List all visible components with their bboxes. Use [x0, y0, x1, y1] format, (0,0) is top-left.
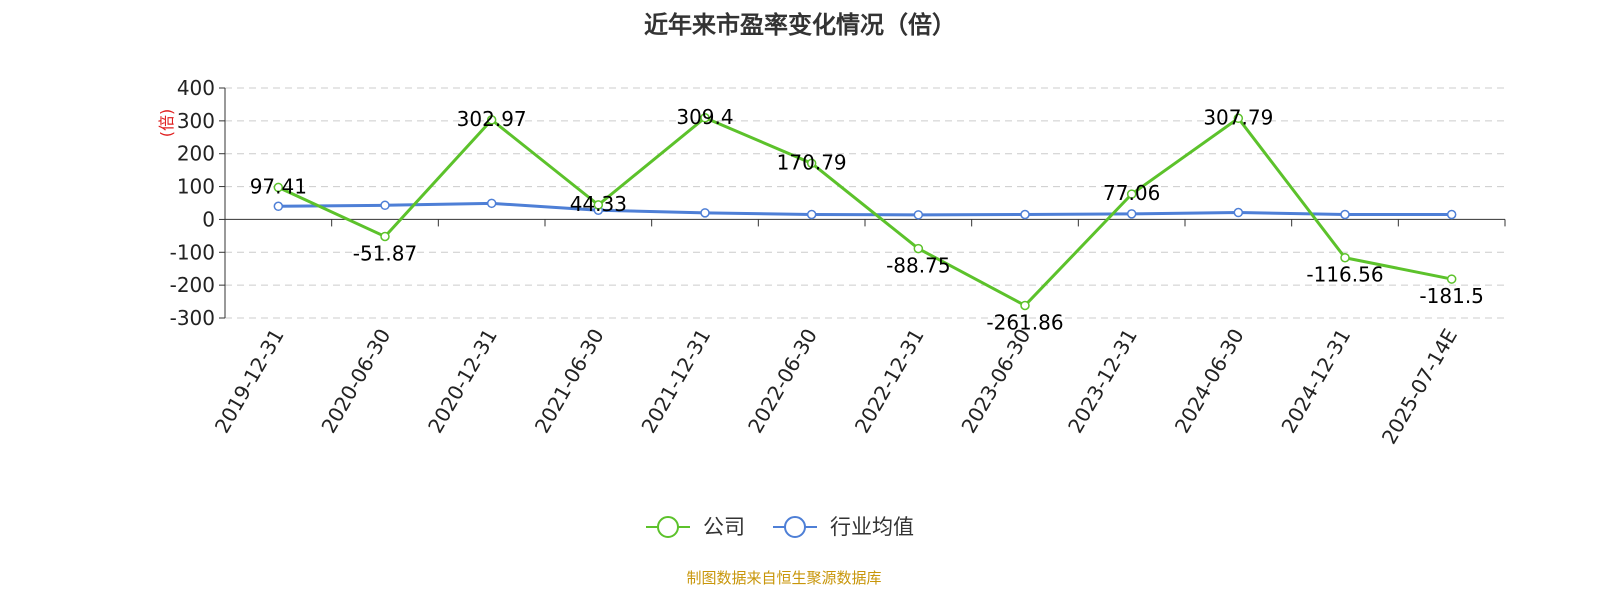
series-lines	[273, 113, 1457, 311]
data-point-industry-average[interactable]	[913, 210, 924, 220]
data-point-company[interactable]	[1340, 252, 1350, 263]
x-tick-label: 2023-06-30	[956, 325, 1035, 438]
x-tick-label: 2019-12-31	[210, 325, 289, 438]
data-point-company[interactable]	[486, 115, 497, 125]
y-tick-labels: 400 300 200 100 0 -100 -200 -300	[170, 76, 215, 330]
x-tick-label: 2020-12-31	[423, 324, 502, 437]
legend-item-industry-average[interactable]: 行业均值	[773, 515, 914, 539]
x-tick-label: 2022-06-30	[743, 325, 822, 438]
legend-label-industry-average: 行业均值	[830, 515, 914, 539]
x-tick-labels: 2019-12-31 2020-06-30 2020-12-31 2021-06-30…	[210, 324, 1462, 448]
y-tick-label: 300	[177, 109, 215, 133]
data-point-company[interactable]	[806, 158, 817, 169]
data-point-company[interactable]	[1233, 113, 1244, 124]
data-point-industry-average[interactable]	[1126, 209, 1137, 219]
data-point-industry-average[interactable]	[486, 198, 497, 209]
data-label-company: -116.56	[1306, 263, 1383, 287]
axes	[219, 87, 1506, 319]
data-point-company[interactable]	[273, 182, 284, 193]
legend: 公司 行业均值	[646, 515, 914, 539]
y-tick-label: -100	[170, 240, 215, 264]
data-label-company: -51.87	[353, 241, 417, 265]
x-tick-label: 2020-06-30	[316, 325, 395, 438]
y-tick-label: 200	[177, 142, 215, 166]
x-tick-label: 2024-06-30	[1170, 325, 1249, 438]
source-note: 制图数据来自恒生聚源数据库	[686, 569, 881, 587]
grid-lines	[225, 87, 1505, 319]
x-tick-label: 2024-12-31	[1276, 325, 1355, 438]
legend-label-company: 公司	[703, 515, 745, 539]
data-labels: 97.41 -51.87 302.97 44.33 309.4 170.79 -88.75 -…	[250, 105, 1484, 335]
data-point-industry-average[interactable]	[806, 209, 817, 220]
data-label-company: 170.79	[777, 150, 847, 174]
y-axis-unit-label: (倍)	[157, 109, 176, 138]
data-point-industry-average[interactable]	[1233, 207, 1244, 218]
series-line-industry-average	[278, 201, 1452, 217]
chart-title: 近年来市盈率变化情况（倍）	[644, 11, 956, 39]
data-point-company[interactable]	[1126, 189, 1137, 199]
data-point-industry-average[interactable]	[1340, 209, 1350, 220]
data-label-company: 44.33	[570, 192, 627, 216]
data-point-company[interactable]	[1020, 300, 1030, 311]
data-point-company[interactable]	[700, 113, 710, 123]
data-point-company[interactable]	[913, 243, 924, 254]
legend-marker-industry-average	[784, 516, 806, 538]
data-point-industry-average[interactable]	[1446, 209, 1457, 220]
data-label-company: -261.86	[986, 310, 1063, 334]
data-point-company[interactable]	[593, 200, 604, 210]
data-label-company: 309.4	[676, 105, 733, 129]
x-tick-label: 2023-12-31	[1063, 325, 1142, 438]
data-point-company[interactable]	[380, 231, 390, 242]
x-tick-label: 2021-06-30	[530, 325, 609, 438]
y-tick-label: 0	[202, 207, 215, 231]
legend-marker-company	[657, 516, 679, 538]
x-tick-label: 2021-12-31	[636, 325, 715, 438]
data-point-industry-average[interactable]	[273, 201, 284, 212]
y-tick-label: 100	[177, 175, 215, 199]
x-tick-label: 2025-07-14E	[1377, 325, 1462, 449]
y-tick-label: -300	[170, 306, 215, 330]
data-label-company: -181.5	[1419, 284, 1483, 308]
data-label-company: 97.41	[250, 174, 307, 198]
series-line-company	[277, 116, 1452, 307]
data-label-company: 77.06	[1103, 181, 1160, 205]
data-label-company: -88.75	[886, 254, 950, 278]
data-label-company: 302.97	[457, 107, 527, 131]
y-tick-label: 400	[177, 76, 215, 100]
data-point-industry-average[interactable]	[1020, 209, 1030, 220]
data-label-company: 307.79	[1203, 105, 1273, 129]
x-tick-label: 2022-12-31	[850, 324, 929, 437]
data-point-industry-average[interactable]	[380, 200, 390, 211]
data-point-industry-average[interactable]	[700, 208, 710, 218]
legend-item-company[interactable]: 公司	[646, 515, 745, 539]
data-point-company[interactable]	[1446, 274, 1457, 284]
y-tick-label: -200	[170, 273, 215, 297]
